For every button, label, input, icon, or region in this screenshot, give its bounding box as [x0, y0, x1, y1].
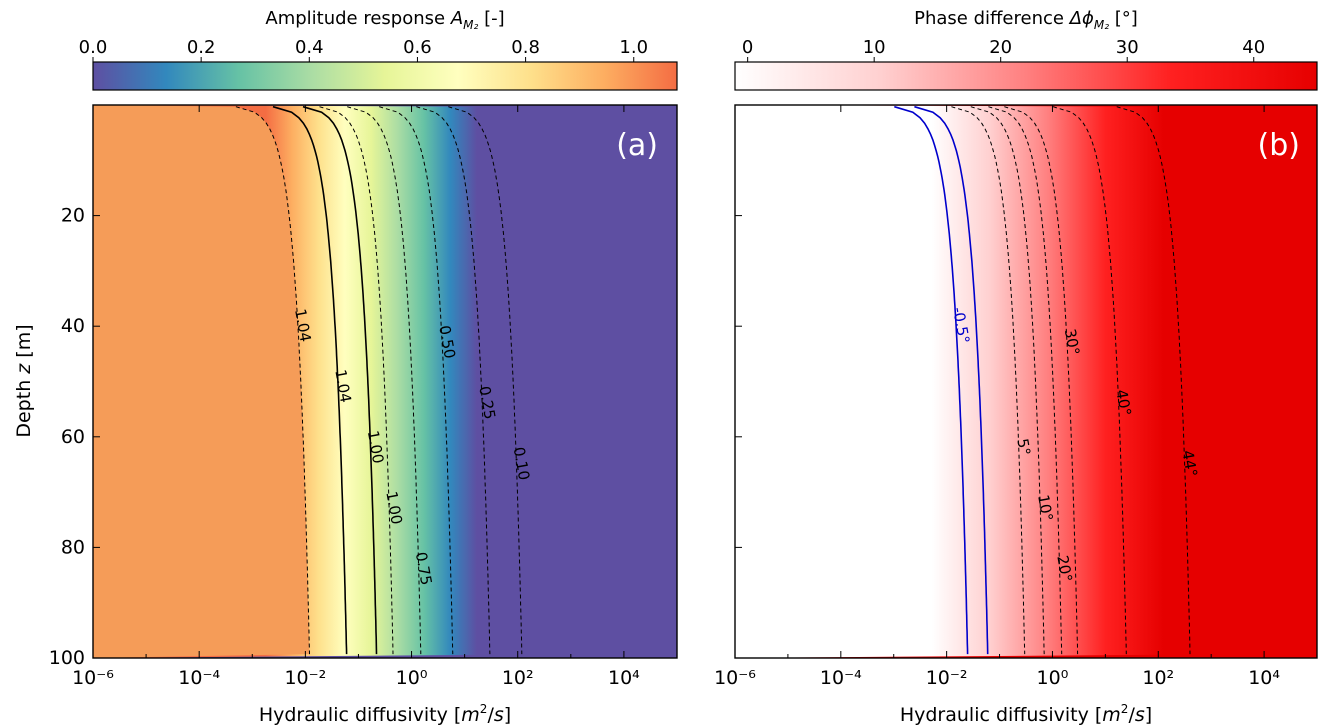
- x-tick-label: 10⁴: [608, 667, 640, 689]
- y-tick-label: 80: [61, 536, 85, 558]
- y-tick-label: 100: [49, 647, 85, 669]
- x-tick-label: 10⁻⁴: [178, 667, 220, 689]
- colorbar-tick-label: 0.0: [79, 37, 108, 58]
- x-tick-label: 10⁻⁶: [72, 667, 114, 689]
- x-tick-label: 10²: [502, 667, 534, 689]
- contour-label: 10°: [1034, 493, 1056, 522]
- x-tick-label: 10⁻⁶: [714, 667, 756, 689]
- panel-b: -0.5°5°10°20°30°40°44° 10⁻⁶ 10⁻⁴ 10⁻² 10⁰ 10…: [714, 104, 1318, 689]
- y-tick-label: 20: [61, 205, 85, 227]
- contour-line: [1116, 106, 1191, 655]
- panel-b-field-shape: [735, 105, 1238, 658]
- panel-a: 1.04 1.04 1.00 1.00 0.75 0.50 0.25 0.10 10⁻⁶ 10⁻…: [49, 104, 678, 689]
- panel-b-label: (b): [1258, 128, 1300, 163]
- x-tick-label: 10²: [1142, 667, 1174, 689]
- colorbar-tick-label: 0.6: [403, 37, 432, 58]
- contour-label: 5°: [1013, 437, 1034, 457]
- colorbar-tick-label: 10: [863, 37, 886, 58]
- y-tick-label: 40: [61, 315, 85, 337]
- colorbar-tick-label: 0.8: [511, 37, 540, 58]
- contour-line: [970, 106, 1045, 655]
- colorbar-b-bar: [734, 61, 1318, 91]
- contour-label: 40°: [1112, 388, 1134, 417]
- contour-line: [416, 106, 491, 655]
- y-tick-label: 60: [61, 426, 85, 448]
- x-axis-label-b: Hydraulic diffusivity [m2/s]: [900, 702, 1152, 726]
- contour-line: [347, 106, 422, 655]
- contour-label: 44°: [1178, 449, 1200, 478]
- colorbar-a-label: Amplitude response AM₂ [-]: [265, 8, 504, 32]
- contour-label: 0.75: [412, 551, 436, 587]
- x-axis-label-a: Hydraulic diffusivity [m2/s]: [259, 702, 511, 726]
- contour-label: 0.50: [435, 324, 459, 360]
- panel-a-plateau-region: [93, 105, 310, 658]
- contour-label: 20°: [1053, 554, 1075, 583]
- colorbar-a: Amplitude response AM₂ [-] 0.0 0.2 0.4 0.6 0…: [79, 8, 678, 91]
- contour-label: 30°: [1061, 327, 1083, 356]
- contour-line: [272, 105, 348, 655]
- contour-label: 1.04: [291, 307, 315, 343]
- contour-line: [379, 106, 454, 655]
- contour-line: [914, 105, 989, 655]
- colorbar-tick-label: 0.2: [187, 37, 216, 58]
- colorbar-a-bar: [92, 61, 678, 91]
- x-tick-label: 10⁻⁴: [820, 667, 862, 689]
- colorbar-tick-label: 1.0: [619, 37, 648, 58]
- contour-line: [988, 106, 1063, 655]
- contour-label: 0.25: [475, 385, 499, 421]
- contour-line: [1052, 106, 1127, 655]
- contour-label: 1.04: [331, 368, 355, 404]
- colorbar-b-label: Phase difference ΔϕM₂ [°]: [914, 8, 1138, 32]
- contour-label: 1.00: [382, 490, 406, 526]
- contour-line: [448, 106, 523, 655]
- contour-line: [235, 106, 310, 655]
- x-tick-label: 10⁰: [396, 667, 428, 689]
- colorbar-tick-label: 40: [1242, 37, 1265, 58]
- x-tick-label: 10⁻²: [284, 667, 326, 689]
- y-axis-label: Depth z [m]: [13, 324, 35, 437]
- colorbar-tick-label: 0: [742, 37, 753, 58]
- panel-b-frame: [734, 104, 1318, 659]
- panel-a-label: (a): [616, 128, 658, 163]
- colorbar-b: Phase difference ΔϕM₂ [°] 0 10 20 30 40: [734, 8, 1318, 91]
- contour-line: [1004, 106, 1079, 655]
- contour-line: [894, 105, 969, 655]
- contour-line: [951, 106, 1026, 655]
- panel-a-frame: [92, 104, 678, 659]
- x-tick-label: 10⁴: [1248, 667, 1280, 689]
- contour-label: 1.00: [364, 429, 388, 465]
- contour-line: [319, 106, 394, 655]
- x-tick-label: 10⁻²: [926, 667, 968, 689]
- colorbar-tick-label: 30: [1116, 37, 1139, 58]
- contour-line: [302, 105, 378, 655]
- colorbar-tick-label: 0.4: [295, 37, 324, 58]
- contour-label: 0.10: [510, 446, 534, 482]
- colorbar-tick-label: 20: [989, 37, 1012, 58]
- x-tick-label: 10⁰: [1037, 667, 1069, 689]
